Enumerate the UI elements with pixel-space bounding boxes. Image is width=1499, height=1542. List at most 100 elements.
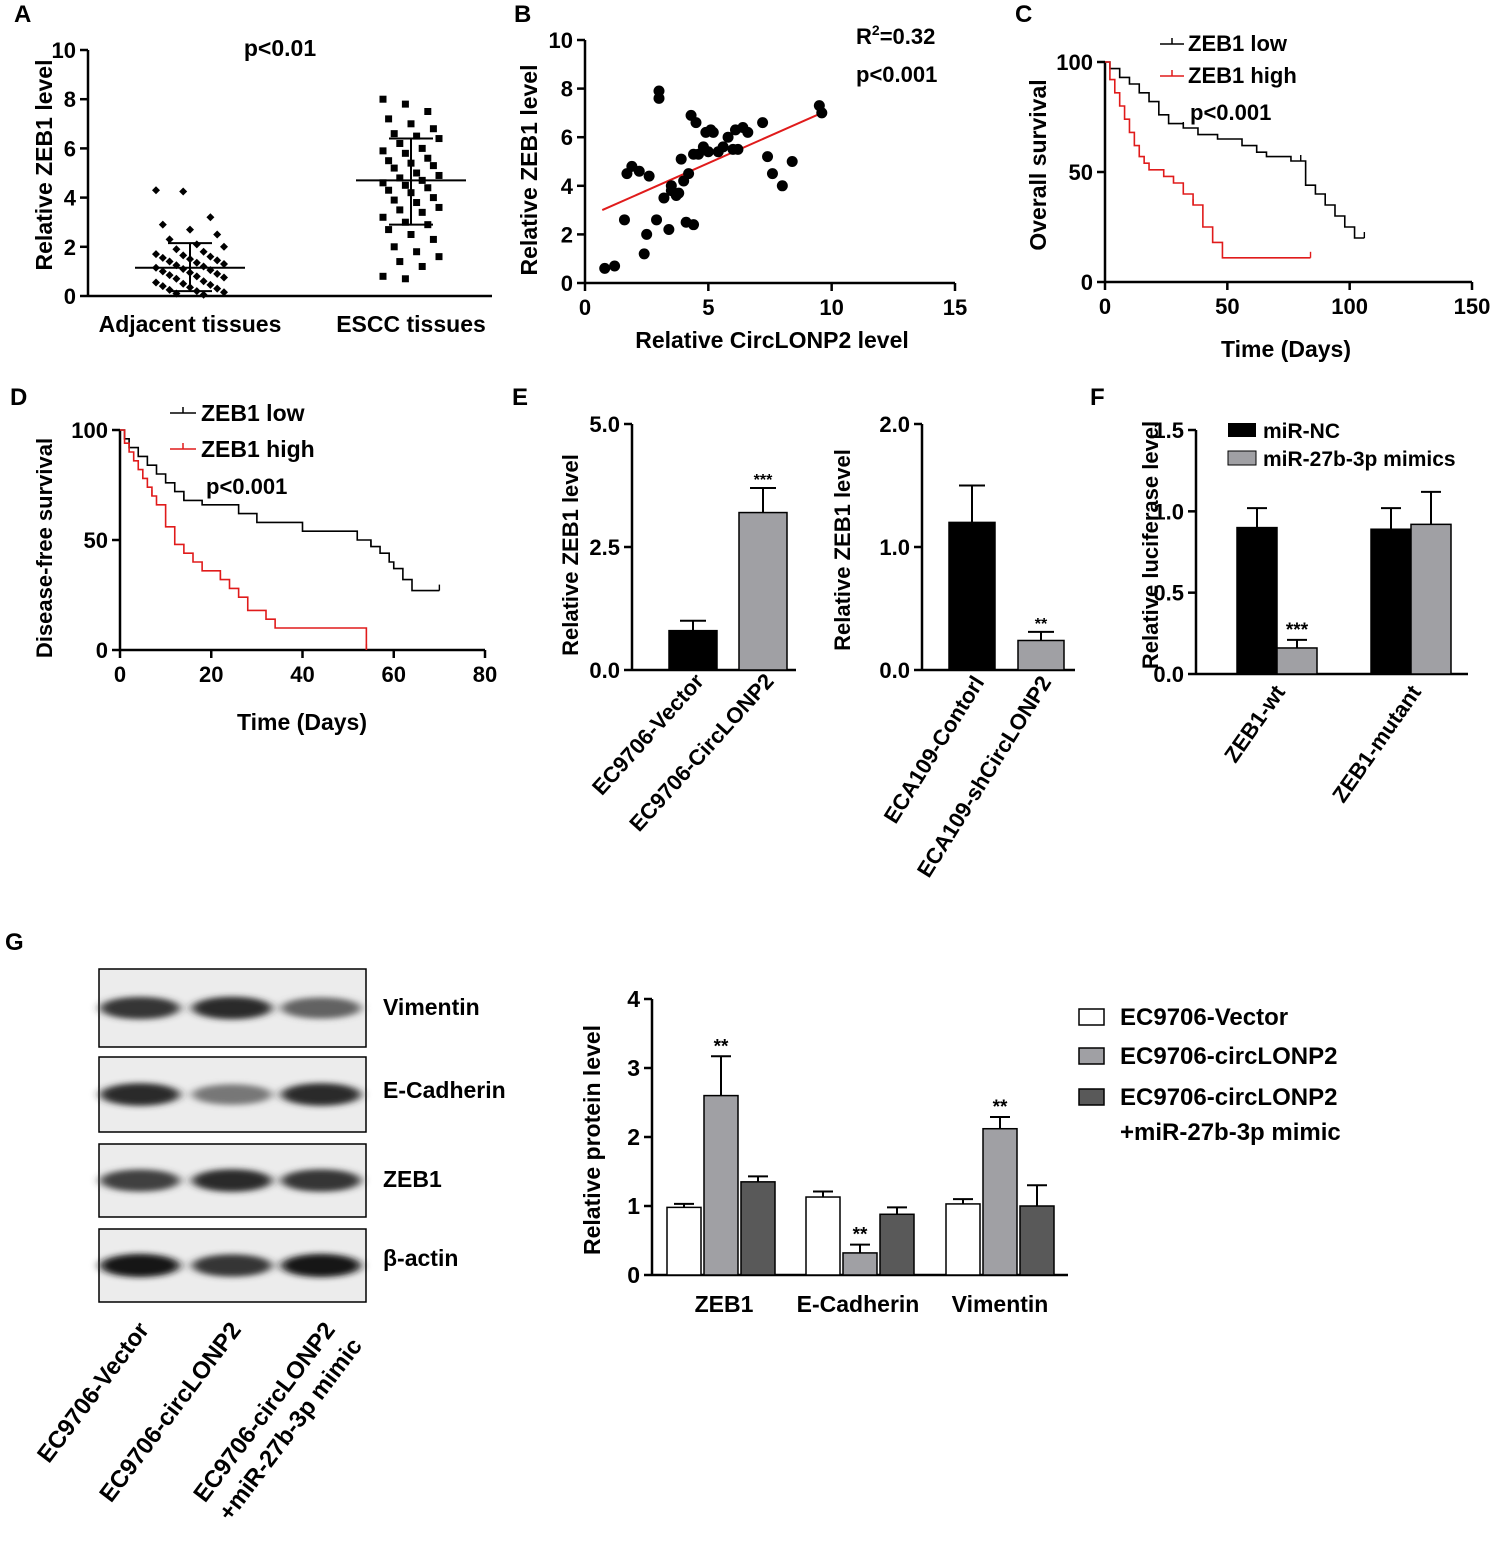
- blot-band: [281, 1169, 361, 1192]
- panel-e-right-bar: [1017, 639, 1065, 671]
- panel-b-point: [653, 85, 665, 97]
- panel-d-x-label: Time (Days): [237, 709, 367, 735]
- panel-b-point: [633, 165, 645, 177]
- blot-band: [281, 997, 361, 1019]
- panel-b-p-annotation: p<0.001: [856, 62, 937, 87]
- panel-a-point: [429, 162, 437, 170]
- panel-a-point: [379, 95, 387, 103]
- legend-swatch-mir-27b-3p-mimics: [1227, 450, 1257, 466]
- panel-c-x-tick-label: 100: [1331, 294, 1368, 319]
- panel-f-bar: [1236, 526, 1278, 675]
- panel-a-y-tick-label: 2: [64, 235, 76, 260]
- panel-a-point: [158, 267, 167, 276]
- panel-a-point: [424, 184, 432, 192]
- panel-label-g: G: [5, 929, 24, 956]
- panel-b-fit-line: [601, 111, 823, 212]
- panel-a-point: [429, 194, 437, 202]
- panel-e-right-bar: [948, 521, 996, 671]
- panel-c-y-tick-label: 0: [1081, 270, 1093, 295]
- panel-f-bar: [1370, 528, 1412, 675]
- panel-b-y-tick-label: 6: [561, 125, 573, 150]
- r2-letter: R: [856, 24, 872, 49]
- panel-g-bar: [666, 1206, 702, 1276]
- panel-g-category-label: ZEB1: [695, 1291, 754, 1317]
- panel-g-y-label: Relative protein level: [579, 1025, 605, 1255]
- legend-label: miR-NC: [1263, 420, 1340, 443]
- panel-b-point: [816, 107, 828, 119]
- panel-a-point: [435, 171, 443, 179]
- panel-b-y-tick-label: 0: [561, 271, 573, 296]
- panel-e-right-axes: [920, 424, 1075, 672]
- panel-e-right-bars: **: [948, 484, 1065, 671]
- panel-a-point: [165, 235, 174, 244]
- western-blot: Vimentin E-Cadherin ZEB1 β-actin EC9706-…: [32, 968, 506, 1526]
- blot-band: [281, 1253, 361, 1278]
- panel-d-ticks: 0 50 100 0 20 40 60 80: [71, 418, 497, 687]
- panel-a-point: [192, 258, 201, 267]
- panel-b-point: [762, 151, 774, 163]
- panel-a-point: [152, 250, 160, 259]
- panel-a-point: [390, 196, 398, 204]
- panel-c-y-label: Overall survival: [1025, 79, 1051, 250]
- panel-e-right-y-tick-label: 2.0: [879, 412, 910, 437]
- panel-a-point: [172, 274, 181, 283]
- panel-b-point: [665, 180, 677, 192]
- panel-e-left-bars: ***: [668, 472, 788, 671]
- blot-band: [100, 1169, 180, 1192]
- panel-a-point: [401, 149, 409, 157]
- panel-b-ticks: 0 2 4 6 8 10 0 5 10 15: [549, 28, 968, 320]
- legend-label-line2: +miR-27b-3p mimic: [1120, 1119, 1341, 1146]
- panel-a-point: [379, 179, 387, 187]
- blot-band: [192, 1084, 272, 1105]
- panel-b-y-tick-label: 2: [561, 222, 573, 247]
- panel-b-point: [641, 228, 653, 240]
- panel-b-point: [609, 260, 621, 272]
- blot-band: [100, 1083, 180, 1106]
- panel-e-right: 0.0 1.0 2.0 ** Relative ZEB1 level ECA109-…: [830, 412, 1075, 882]
- panel-a-point: [396, 206, 404, 214]
- panel-d-annotation: p<0.001: [206, 474, 287, 499]
- panel-e-left-y-tick-label: 0.0: [589, 658, 620, 683]
- panel-c-ticks: 0 50 100 0 50 100 150: [1056, 50, 1490, 319]
- panel-a-point: [152, 186, 160, 195]
- legend-label: ZEB1 high: [1188, 63, 1297, 88]
- band-label-zeb1: ZEB1: [383, 1166, 442, 1192]
- panel-a-y-tick-label: 10: [52, 38, 76, 63]
- panel-a-point: [401, 181, 409, 189]
- panel-e-right-category-label: ECA109-shCircLONP2: [912, 671, 1056, 881]
- panel-a-point: [407, 231, 415, 238]
- panel-a-point: [435, 135, 443, 143]
- panel-a-point: [220, 273, 228, 282]
- panel-a-y-tick-label: 8: [64, 87, 76, 112]
- panel-e-right-significance: **: [1035, 616, 1048, 633]
- panel-a-axes: [86, 50, 492, 298]
- panel-a-point: [385, 186, 393, 194]
- panel-d-y-label: Disease-free survival: [32, 438, 57, 658]
- panel-d-y-tick-label: 0: [96, 638, 108, 663]
- panel-b-point: [673, 187, 685, 199]
- panel-a-point: [179, 187, 188, 196]
- band-label-e-cadherin: E-Cadherin: [383, 1077, 506, 1103]
- panel-a-point: [401, 100, 409, 108]
- panel-a-point: [435, 203, 443, 211]
- panel-g-chart: 0 1 2 3 4 ** ** ** Relative protein level ZEB1…: [579, 986, 1341, 1317]
- panel-a-point: [413, 199, 421, 207]
- blot-band: [100, 1253, 180, 1278]
- panel-b-axes: [583, 40, 955, 285]
- panel-b-y-tick-label: 10: [549, 28, 573, 53]
- panel-label-a: A: [14, 1, 31, 28]
- legend-label: miR-27b-3p mimics: [1263, 448, 1456, 471]
- panel-a-category-label: ESCC tissues: [336, 311, 486, 337]
- panel-a-point: [396, 139, 404, 147]
- panel-b-point: [643, 170, 655, 182]
- legend-swatch-mir-nc: [1228, 423, 1256, 437]
- panel-g-bar: [740, 1181, 776, 1276]
- panel-a-point: [172, 245, 181, 254]
- panel-a-point: [413, 248, 421, 256]
- panel-a-point: [435, 253, 443, 261]
- panel-a-point: [424, 108, 432, 115]
- panel-a-point: [213, 230, 222, 239]
- panel-g-significance: **: [993, 1097, 1008, 1118]
- panel-f-y-label: Relative luciferase level: [1138, 421, 1163, 669]
- panel-d-y-tick-label: 100: [71, 418, 108, 443]
